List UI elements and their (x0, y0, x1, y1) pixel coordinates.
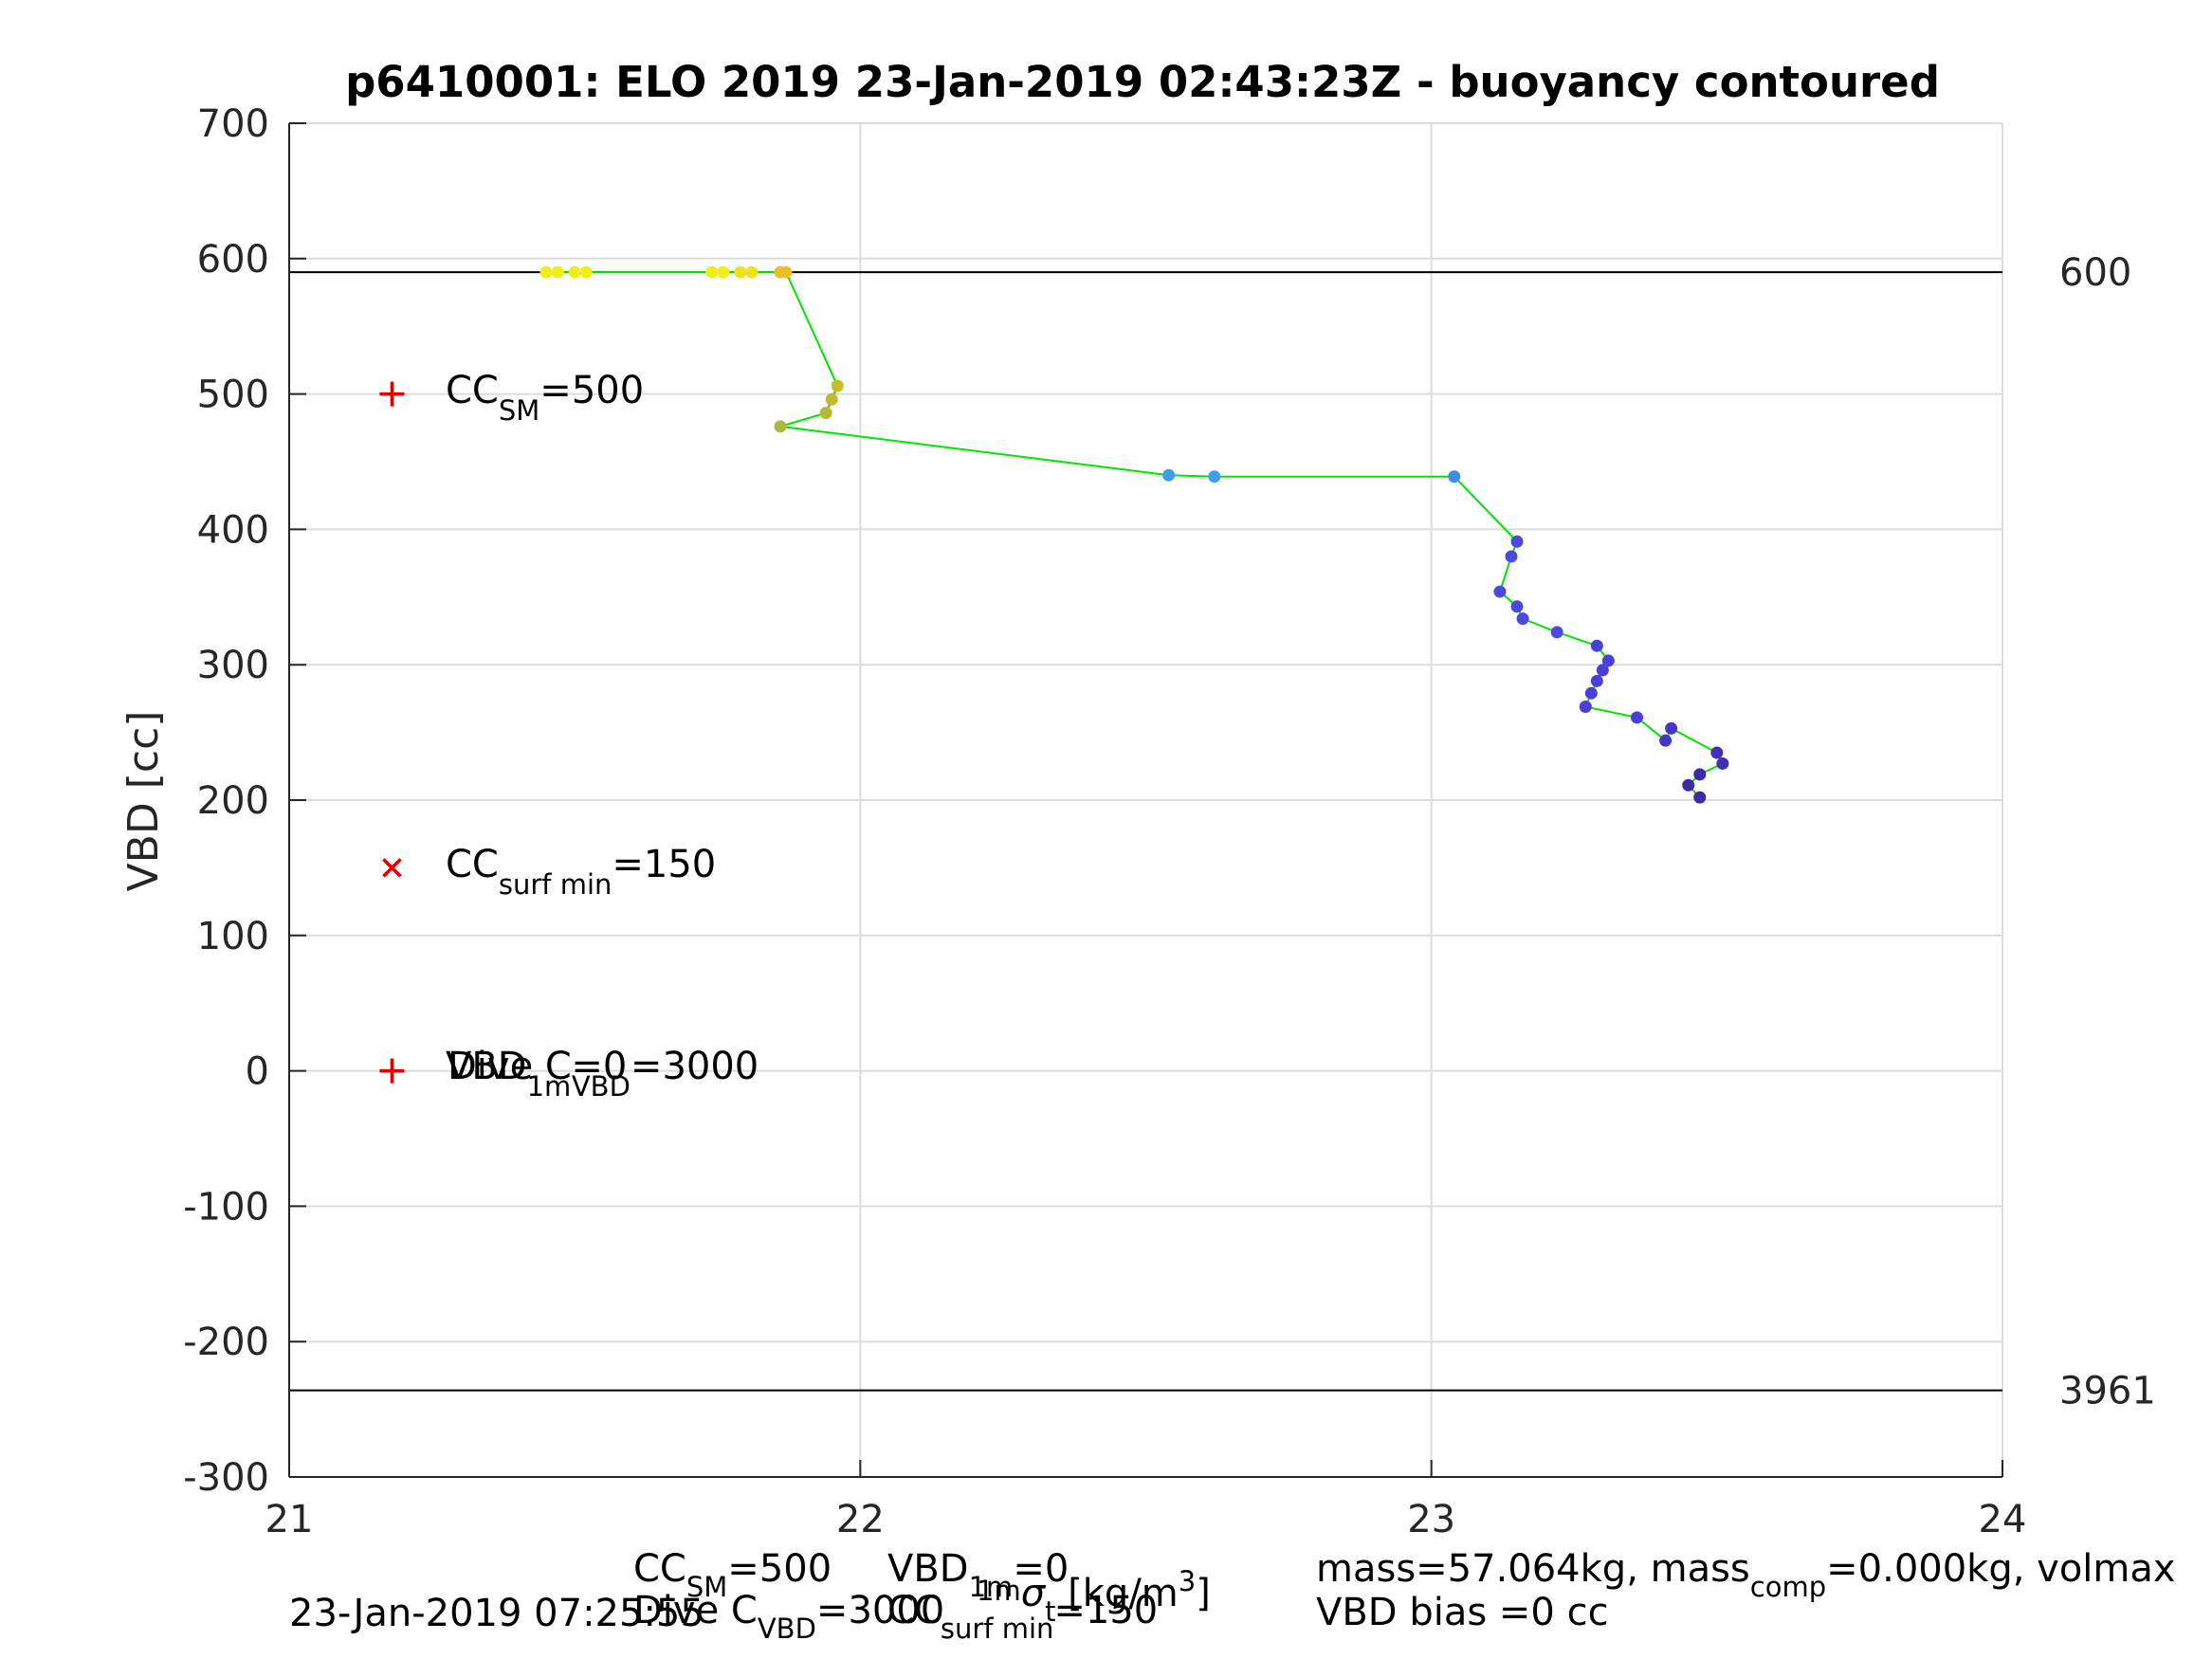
footer-cc-sm: CCSM=500 (633, 1547, 832, 1603)
footer-mass: mass=57.064kg, masscomp=0.000kg, volmax (1316, 1547, 2176, 1603)
y-tick-label: 700 (197, 102, 269, 146)
data-point (1550, 626, 1563, 639)
plus-marker (379, 381, 405, 407)
series-line-and-points (539, 265, 1729, 804)
footer-vbd-bias: VBD bias =0 cc (1316, 1591, 1609, 1634)
x-axis-label: 1mσt [kg/m3] (977, 1565, 1211, 1628)
reference-line-label: 3961 (2059, 1370, 2156, 1413)
data-point (1590, 639, 1603, 652)
data-point (579, 265, 593, 279)
data-point (1659, 734, 1673, 747)
y-axis-label: VBD [cc] (119, 711, 168, 892)
data-point (568, 265, 581, 279)
footer-vbd-1m: VBD1m=0 (887, 1547, 1069, 1603)
data-point (705, 265, 719, 279)
x-tick-label: 22 (836, 1498, 885, 1541)
y-tick-label: 400 (197, 508, 269, 552)
data-point (551, 265, 564, 279)
data-point (1448, 470, 1461, 483)
footer-timestamp: 23-Jan-2019 07:25:55 (289, 1592, 704, 1635)
annotation-cc-surf-min: CCsurf min=150 (446, 843, 716, 901)
x-marker (382, 858, 402, 878)
y-tick-label: -100 (183, 1185, 269, 1229)
x-tick-label: 24 (1979, 1498, 2027, 1541)
data-point (1162, 468, 1176, 482)
data-point (779, 265, 793, 279)
data-point (1665, 721, 1678, 735)
data-point (1710, 746, 1724, 759)
data-point (745, 265, 759, 279)
data-point (734, 265, 747, 279)
data-point (1510, 600, 1524, 613)
y-tick-label: 300 (197, 644, 269, 687)
data-point (1493, 585, 1507, 598)
data-point (1693, 791, 1707, 804)
series-line (546, 271, 1725, 798)
data-point (1590, 674, 1603, 687)
data-point (825, 392, 838, 406)
grid (288, 122, 2003, 1478)
annotation-cc-sm: CCSM=500 (446, 369, 644, 427)
axes (288, 122, 2003, 1478)
data-point (1596, 664, 1609, 677)
data-point (1631, 711, 1644, 724)
data-point (1584, 686, 1598, 700)
data-point (1601, 654, 1615, 667)
chart-title: p6410001: ELO 2019 23-Jan-2019 02:43:23Z… (345, 57, 1940, 107)
y-tick-label: 0 (246, 1050, 269, 1094)
plus-marker (379, 1058, 405, 1084)
data-point (717, 265, 730, 279)
data-point (539, 265, 553, 279)
data-point (819, 407, 832, 420)
data-point (1510, 535, 1524, 548)
data-point (1516, 612, 1529, 626)
x-tick-label: 23 (1407, 1498, 1455, 1541)
data-point (1579, 700, 1592, 713)
data-point (774, 420, 787, 433)
y-tick-label: -200 (183, 1321, 269, 1364)
data-point (1693, 768, 1707, 781)
y-tick-label: 600 (197, 238, 269, 282)
y-tick-label: 500 (197, 374, 269, 417)
tick-labels: 21 22 23 24 -300 -200 -100 0 100 200 300 400 500 600 7… (183, 102, 2026, 1541)
footer-dive-c-vbd: Dive CVBD=3000 (633, 1589, 944, 1645)
x-tick-label: 21 (265, 1498, 314, 1541)
reference-line-label: 600 (2059, 251, 2131, 295)
data-point (1682, 778, 1695, 792)
data-point (1716, 757, 1729, 770)
reference-lines: 600 3961 (289, 251, 2156, 1413)
annotation-dive-c-vbd: Dive CVBD=3000 (448, 1045, 759, 1103)
footer-cc-surf-min: CCsurf min=150 (887, 1589, 1158, 1645)
y-tick-label: -300 (183, 1456, 269, 1500)
data-point (831, 379, 844, 392)
data-point (1208, 470, 1221, 483)
annotation-markers (379, 381, 405, 1084)
annotation-vbd-1m: VBD1m=0 (446, 1045, 627, 1103)
data-point (1505, 550, 1518, 563)
y-tick-label: 100 (197, 915, 269, 958)
y-tick-label: 200 (197, 779, 269, 823)
